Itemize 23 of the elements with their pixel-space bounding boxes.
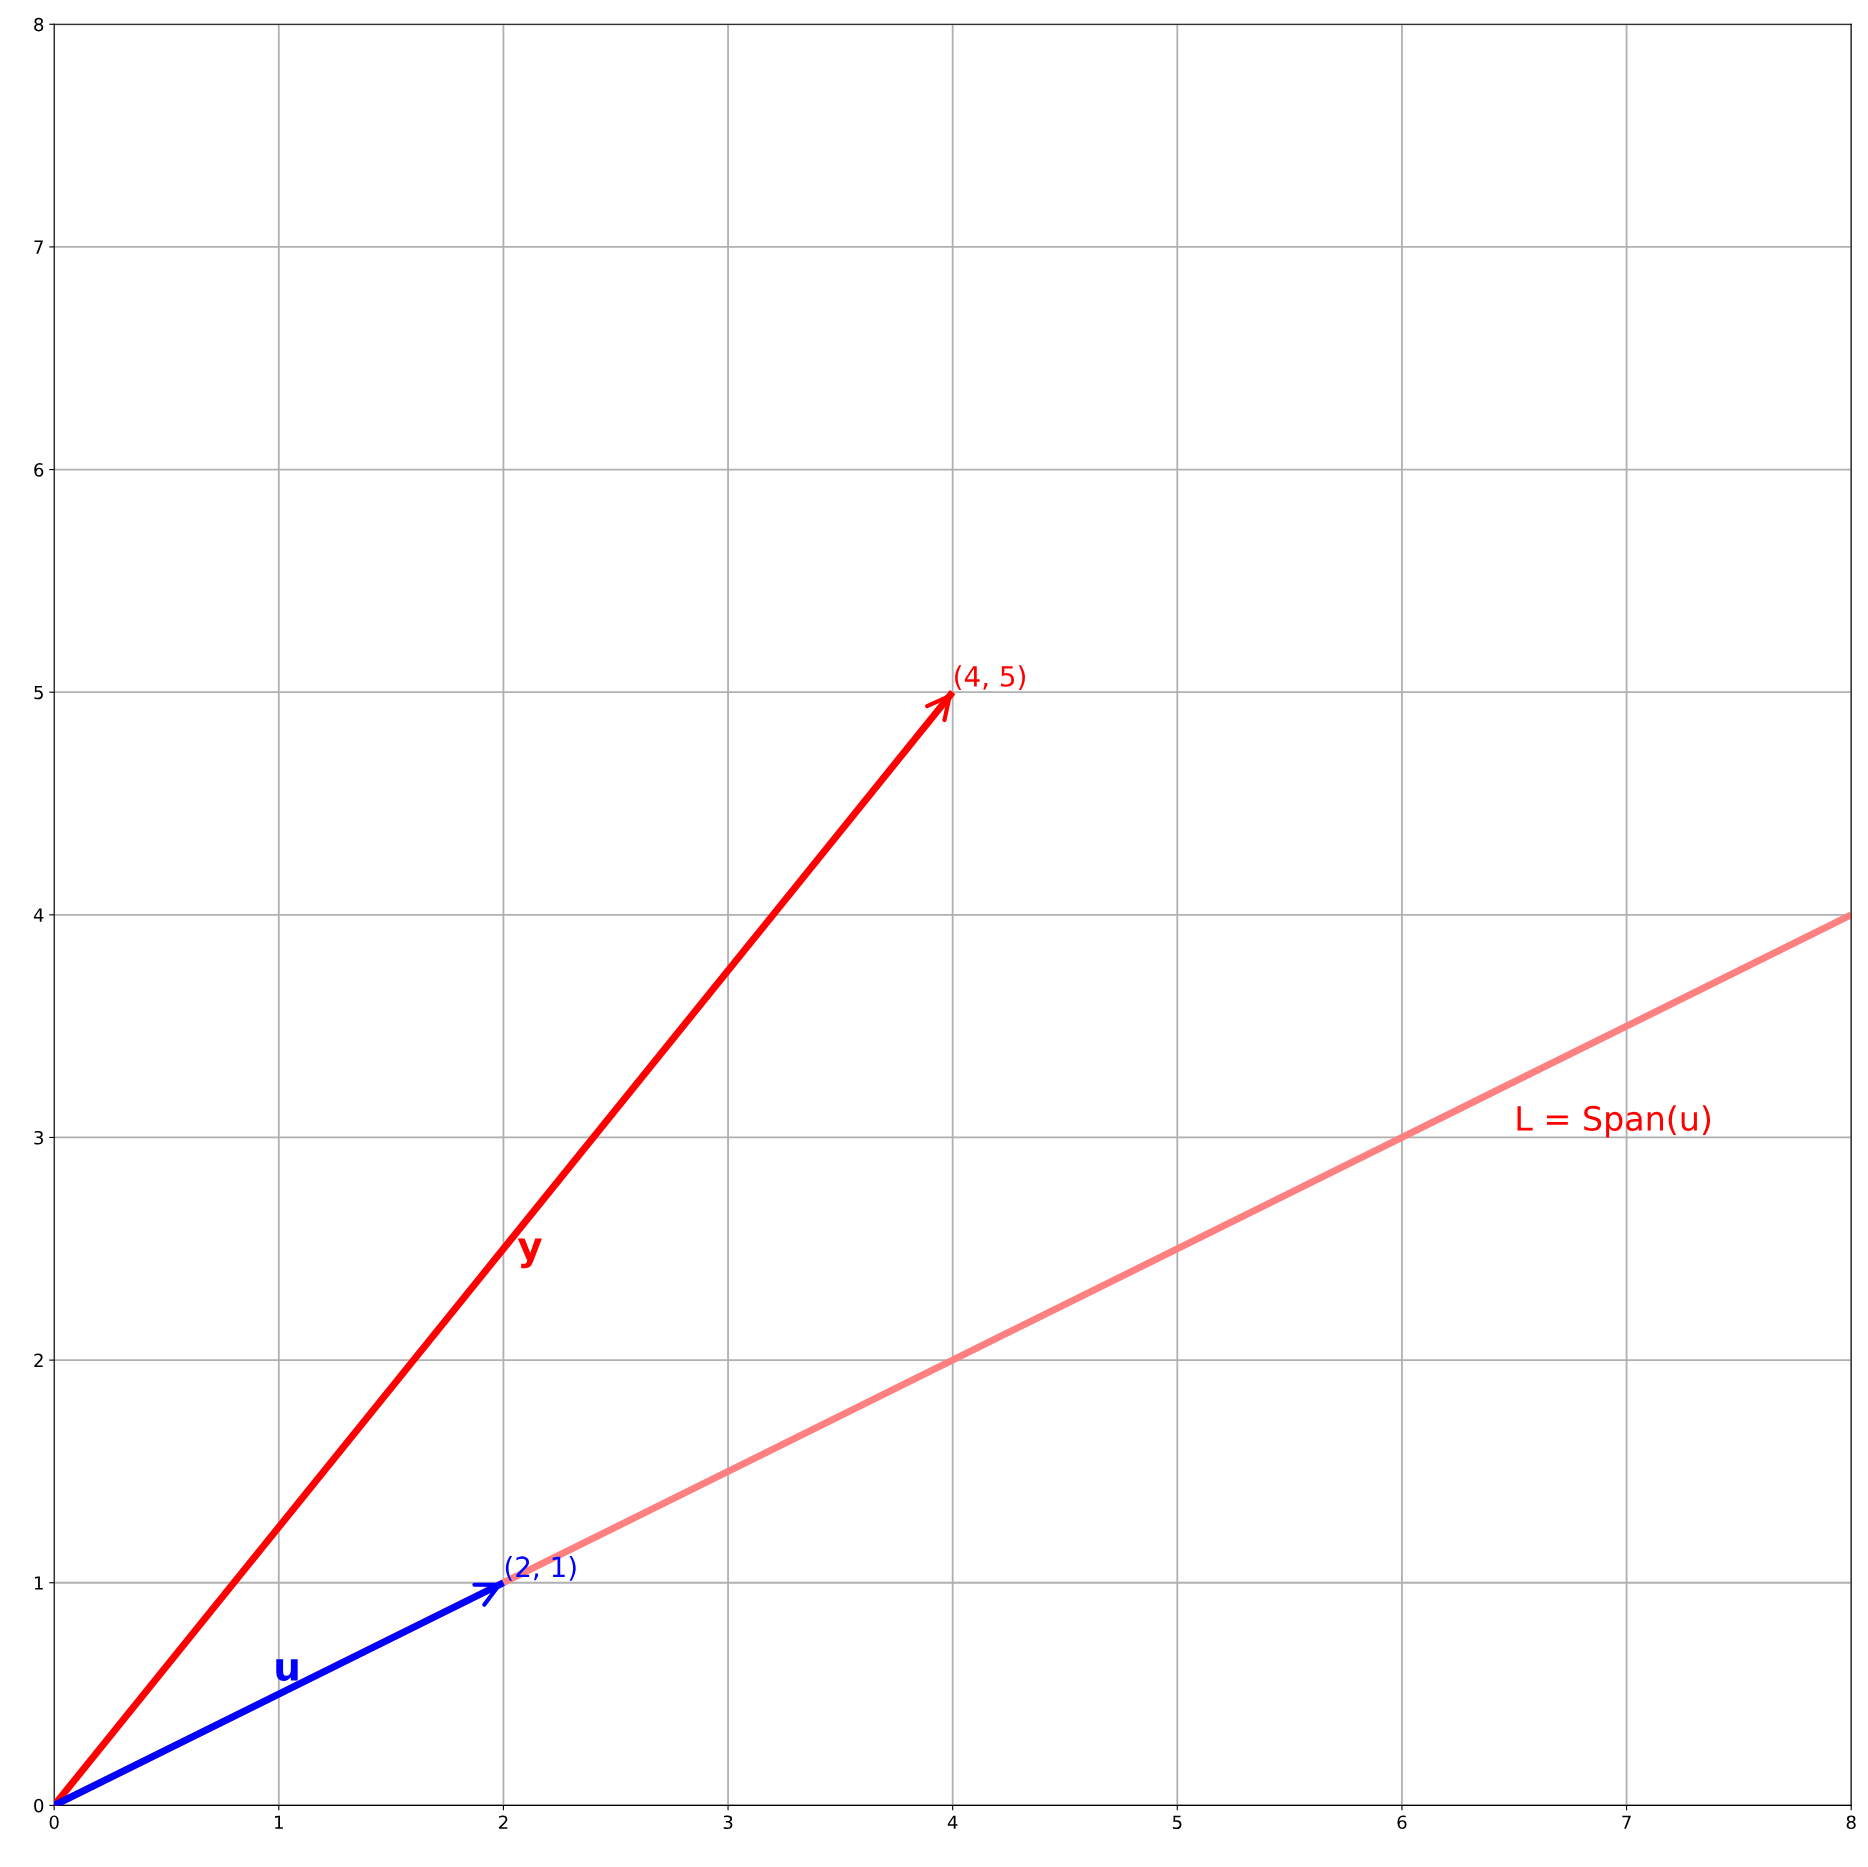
y-tick-label: 1: [34, 1576, 43, 1590]
x-tick-label: 8: [1846, 1815, 1856, 1830]
y-tick-label: 8: [34, 17, 44, 32]
x-tick-label: 7: [1622, 1815, 1631, 1829]
x-tick-label: 4: [947, 1815, 958, 1829]
y-tick-label: 3: [34, 1130, 43, 1145]
x-tick-label: 3: [723, 1815, 733, 1830]
y-tick-label: 0: [34, 1798, 44, 1813]
annotation: (2, 1): [505, 1555, 576, 1581]
y-tick-label: 4: [33, 908, 44, 922]
y-tick-label: 2: [34, 1353, 43, 1367]
series-label: u: [276, 1659, 298, 1681]
annotation: L = Span(u): [1517, 1105, 1711, 1138]
x-tick-label: 1: [275, 1815, 283, 1829]
x-tick-label: 6: [1397, 1815, 1407, 1830]
y-tick-label: 5: [34, 685, 43, 700]
y-tick-label: 6: [34, 463, 44, 477]
x-tick-label: 5: [1172, 1815, 1182, 1830]
annotation: (4, 5): [955, 665, 1025, 691]
x-tick-label: 0: [49, 1815, 59, 1830]
x-tick-label: 2: [499, 1815, 508, 1829]
y-tick-label: 7: [34, 240, 43, 254]
series-label: y: [517, 1238, 542, 1269]
